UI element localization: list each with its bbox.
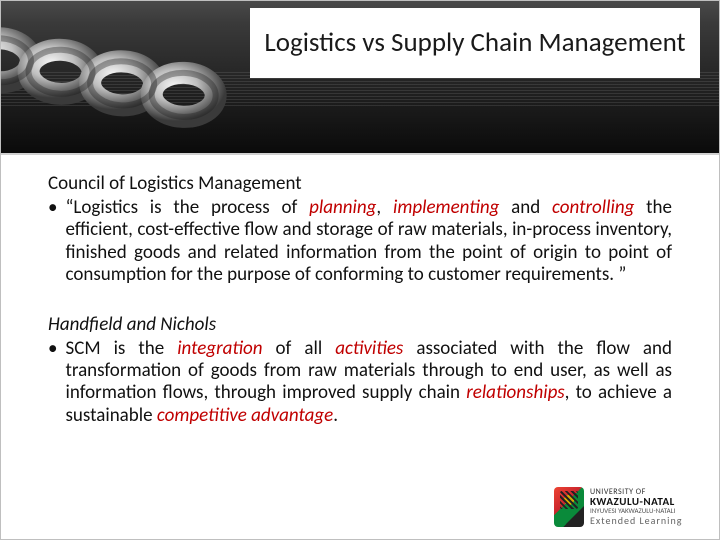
logo-line3: INYUVESI YAKWAZULU-NATALI [590, 507, 682, 514]
university-logo: UNIVERSITY OF KWAZULU-NATAL INYUVESI YAK… [554, 484, 704, 530]
bullet-icon: • [48, 197, 57, 287]
s2-p5: . [333, 404, 338, 427]
section-1: Council of Logistics Management • “Logis… [48, 172, 672, 287]
section-2-text: SCM is the integration of all activities… [65, 338, 672, 428]
s2-kw-integration: integration [177, 337, 262, 360]
section-2-bullet: • SCM is the integration of all activiti… [48, 338, 672, 428]
s2-p2: of all [263, 337, 336, 360]
s1-kw-implementing: implementing [393, 196, 499, 219]
s2-p1: SCM is the [65, 337, 177, 360]
s2-kw-advantage: competitive advantage [157, 404, 333, 427]
slide-body: Council of Logistics Management • “Logis… [48, 172, 672, 427]
section-1-text: “Logistics is the process of planning, i… [65, 197, 672, 287]
s1-kw-controlling: controlling [552, 196, 634, 219]
title-box: Logistics vs Supply Chain Management [250, 8, 700, 78]
s1-sep2: and [499, 196, 552, 219]
section-2-heading: Handfield and Nichols [48, 313, 672, 336]
s2-kw-relationships: relationships [466, 381, 564, 404]
s1-prefix: “Logistics is the process of [65, 196, 309, 219]
logo-extended: Extended Learning [590, 516, 682, 526]
s1-sep1: , [376, 196, 393, 219]
slide: Logistics vs Supply Chain Management Cou… [0, 0, 720, 540]
section-1-heading: Council of Logistics Management [48, 172, 672, 195]
bullet-icon: • [48, 338, 57, 428]
section-2: Handfield and Nichols • SCM is the integ… [48, 313, 672, 428]
section-1-bullet: • “Logistics is the process of planning,… [48, 197, 672, 287]
logo-text: UNIVERSITY OF KWAZULU-NATAL INYUVESI YAK… [590, 488, 682, 526]
chain-graphic [0, 0, 251, 155]
s1-kw-planning: planning [309, 196, 376, 219]
header-band: Logistics vs Supply Chain Management [0, 0, 720, 155]
slide-title: Logistics vs Supply Chain Management [264, 28, 685, 58]
s2-kw-activities: activities [335, 337, 403, 360]
logo-badge-icon [554, 487, 584, 527]
chain-icon [0, 0, 251, 155]
